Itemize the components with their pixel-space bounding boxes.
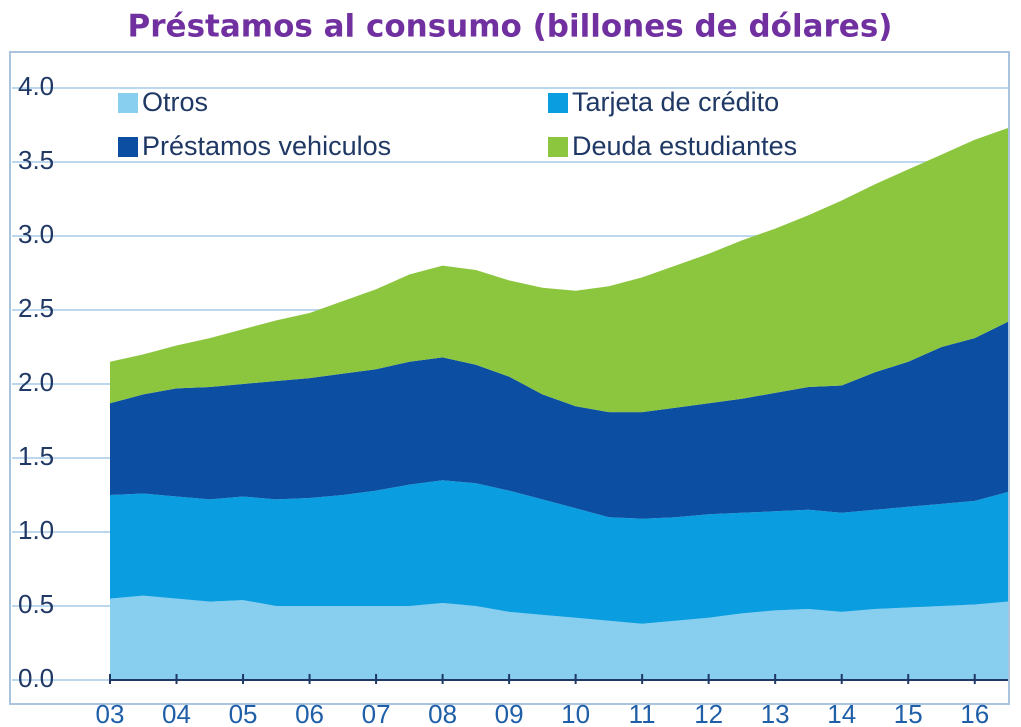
x-tick-label: 15 — [894, 699, 923, 727]
x-tick-label: 07 — [362, 699, 391, 727]
legend-swatch — [118, 137, 138, 157]
x-tick-label: 12 — [694, 699, 723, 727]
x-tick-label: 03 — [96, 699, 125, 727]
legend-swatch — [118, 93, 138, 113]
y-tick-label: 2.5 — [18, 293, 54, 323]
x-tick-label: 06 — [295, 699, 324, 727]
y-tick-label: 0.5 — [18, 589, 54, 619]
y-tick-label: 0.0 — [18, 663, 54, 693]
area — [110, 595, 1008, 680]
x-tick-label: 11 — [629, 699, 656, 727]
plot-frame — [9, 51, 1010, 705]
x-tick-label: 14 — [827, 699, 856, 727]
x-tick-label: 16 — [960, 699, 989, 727]
y-tick-label: 1.0 — [18, 515, 54, 545]
area — [110, 480, 1008, 624]
legend-label: Préstamos vehiculos — [142, 131, 391, 161]
y-tick-label: 3.5 — [18, 145, 54, 175]
legend-label: Otros — [142, 87, 208, 117]
x-tick-label: 10 — [561, 699, 590, 727]
legend-swatch — [548, 93, 568, 113]
y-tick-label: 2.0 — [18, 367, 54, 397]
legend-label: Deuda estudiantes — [572, 131, 797, 161]
y-tick-label: 4.0 — [18, 71, 54, 101]
x-tick-label: 13 — [761, 699, 790, 727]
chart-title: Préstamos al consumo (billones de dólare… — [128, 9, 893, 45]
legend-swatch — [548, 137, 568, 157]
legend-label: Tarjeta de crédito — [572, 87, 779, 117]
y-tick-label: 3.0 — [18, 219, 54, 249]
x-tick-label: 05 — [229, 699, 258, 727]
y-tick-label: 1.5 — [18, 441, 54, 471]
area — [110, 128, 1008, 413]
x-tick-label: 08 — [428, 699, 457, 727]
area — [110, 321, 1008, 519]
x-tick-label: 09 — [495, 699, 524, 727]
x-tick-label: 04 — [162, 699, 191, 727]
